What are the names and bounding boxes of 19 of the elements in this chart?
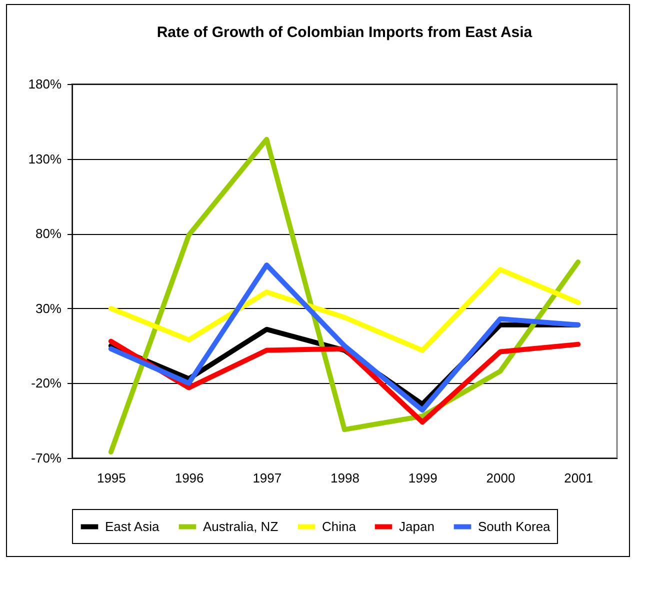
y-tick-label: 80% <box>35 226 62 242</box>
x-tick-label: 1995 <box>96 470 126 486</box>
x-tick-label: 1997 <box>252 470 282 486</box>
y-tick-label: -70% <box>31 450 62 466</box>
y-tick-label: 130% <box>28 151 62 166</box>
x-tick-label: 2000 <box>486 470 516 486</box>
x-tick-label: 1996 <box>174 470 204 486</box>
y-tick-label: 30% <box>35 300 62 316</box>
chart-title: Rate of Growth of Colombian Imports from East Asia <box>156 24 533 41</box>
y-tick-label: -20% <box>31 376 62 391</box>
legend-label: China <box>322 518 357 534</box>
legend-label: South Korea <box>478 518 552 534</box>
x-tick-label: 2001 <box>564 470 594 486</box>
legend-label: East Asia <box>105 518 160 534</box>
x-tick-label: 1999 <box>408 470 438 486</box>
legend-label: Japan <box>399 518 434 534</box>
legend-label: Australia, NZ <box>203 518 278 534</box>
y-tick-label: 180% <box>28 76 62 92</box>
x-tick-label: 1998 <box>330 470 360 486</box>
